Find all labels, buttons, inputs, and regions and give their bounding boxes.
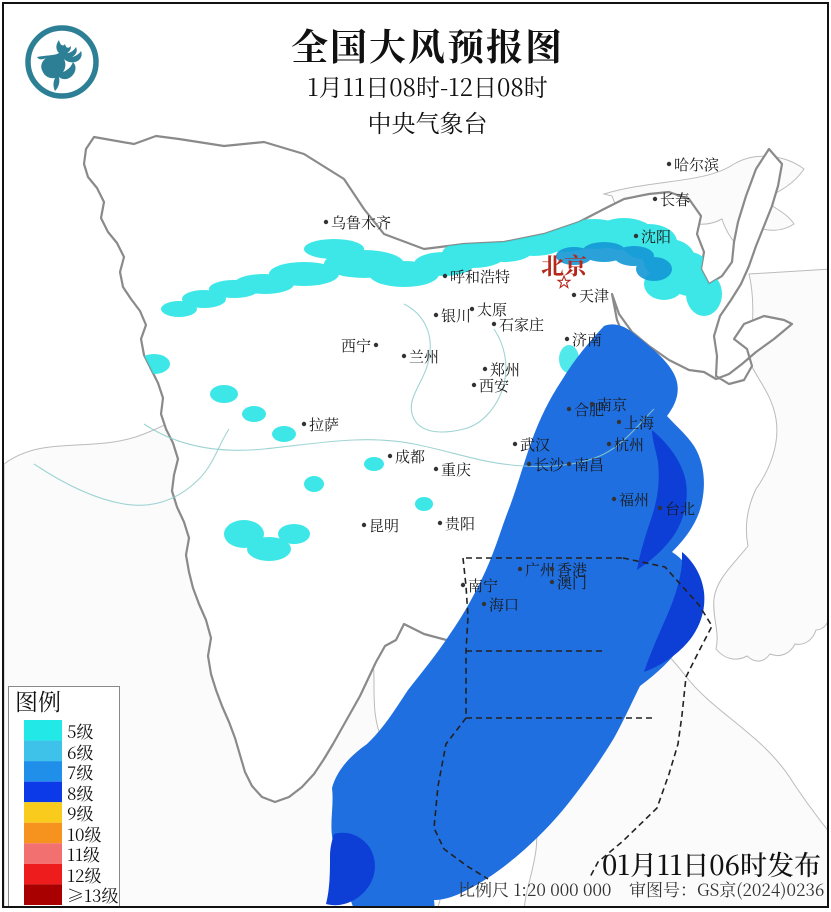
svg-text:贵阳: 贵阳 xyxy=(445,513,475,534)
svg-text:济南: 济南 xyxy=(572,329,602,350)
svg-text:杭州: 杭州 xyxy=(614,434,644,455)
svg-text:西宁: 西宁 xyxy=(341,335,371,356)
svg-text:天津: 天津 xyxy=(579,285,609,306)
svg-text:南昌: 南昌 xyxy=(574,454,604,475)
svg-text:石家庄: 石家庄 xyxy=(499,314,544,335)
svg-text:南京: 南京 xyxy=(597,394,627,415)
svg-text:沈阳: 沈阳 xyxy=(641,226,671,247)
svg-text:哈尔滨: 哈尔滨 xyxy=(674,154,719,175)
svg-text:乌鲁木齐: 乌鲁木齐 xyxy=(331,212,391,233)
svg-text:福州: 福州 xyxy=(619,489,649,510)
svg-text:武汉: 武汉 xyxy=(520,434,550,455)
svg-text:成都: 成都 xyxy=(395,446,425,467)
svg-text:海口: 海口 xyxy=(489,594,519,615)
svg-text:兰州: 兰州 xyxy=(409,346,439,367)
svg-text:澳门: 澳门 xyxy=(557,572,587,593)
svg-text:长沙: 长沙 xyxy=(534,454,565,475)
svg-text:拉萨: 拉萨 xyxy=(309,414,339,435)
svg-text:上海: 上海 xyxy=(624,412,654,433)
svg-text:长春: 长春 xyxy=(660,189,690,210)
svg-text:昆明: 昆明 xyxy=(369,515,399,536)
svg-text:台北: 台北 xyxy=(665,498,695,519)
svg-text:重庆: 重庆 xyxy=(441,459,471,480)
svg-text:南宁: 南宁 xyxy=(468,575,498,596)
svg-text:银川: 银川 xyxy=(441,305,471,326)
svg-text:呼和浩特: 呼和浩特 xyxy=(450,266,510,287)
svg-text:郑州: 郑州 xyxy=(490,359,520,380)
